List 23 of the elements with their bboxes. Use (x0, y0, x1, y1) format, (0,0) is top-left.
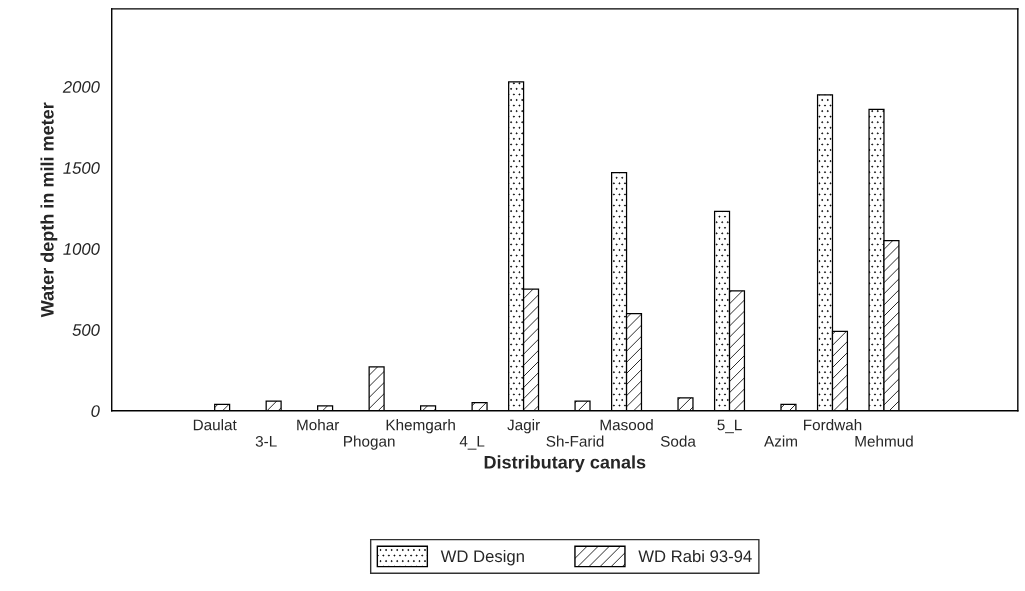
x-tick-label: Khemgarh (386, 419, 455, 434)
y-tick-label: 500 (72, 324, 100, 336)
x-axis-title: Distributary canals (484, 455, 646, 473)
x-tick-label: 5_L (717, 419, 742, 434)
legend-label: WD Rabi 93-94 (638, 549, 752, 563)
y-tick-label: 0 (91, 405, 100, 417)
y-tick-label: 1000 (63, 243, 100, 255)
x-tick-label: 4_L (459, 436, 485, 450)
x-tick-label: Azim (764, 435, 797, 447)
x-tick-label: Sh-Farid (546, 435, 604, 447)
x-tick-label: Jagir (507, 419, 540, 434)
x-tick-label: Fordwah (804, 419, 862, 431)
x-tick-label: Mehmud (855, 435, 913, 447)
y-tick-label: 1500 (63, 162, 100, 174)
x-tick-label: Soda (660, 435, 696, 447)
x-tick-label: 3-L (255, 435, 277, 447)
x-tick-label: Mohar (297, 419, 340, 431)
y-axis-title: Water depth in mili meter (40, 102, 58, 318)
legend-label: WD Design (440, 549, 524, 566)
y-tick-label: 2000 (62, 81, 100, 93)
x-tick-label: Phogan (344, 435, 395, 450)
x-tick-label: Daulat (193, 419, 237, 431)
x-tick-label: Masood (600, 419, 653, 431)
